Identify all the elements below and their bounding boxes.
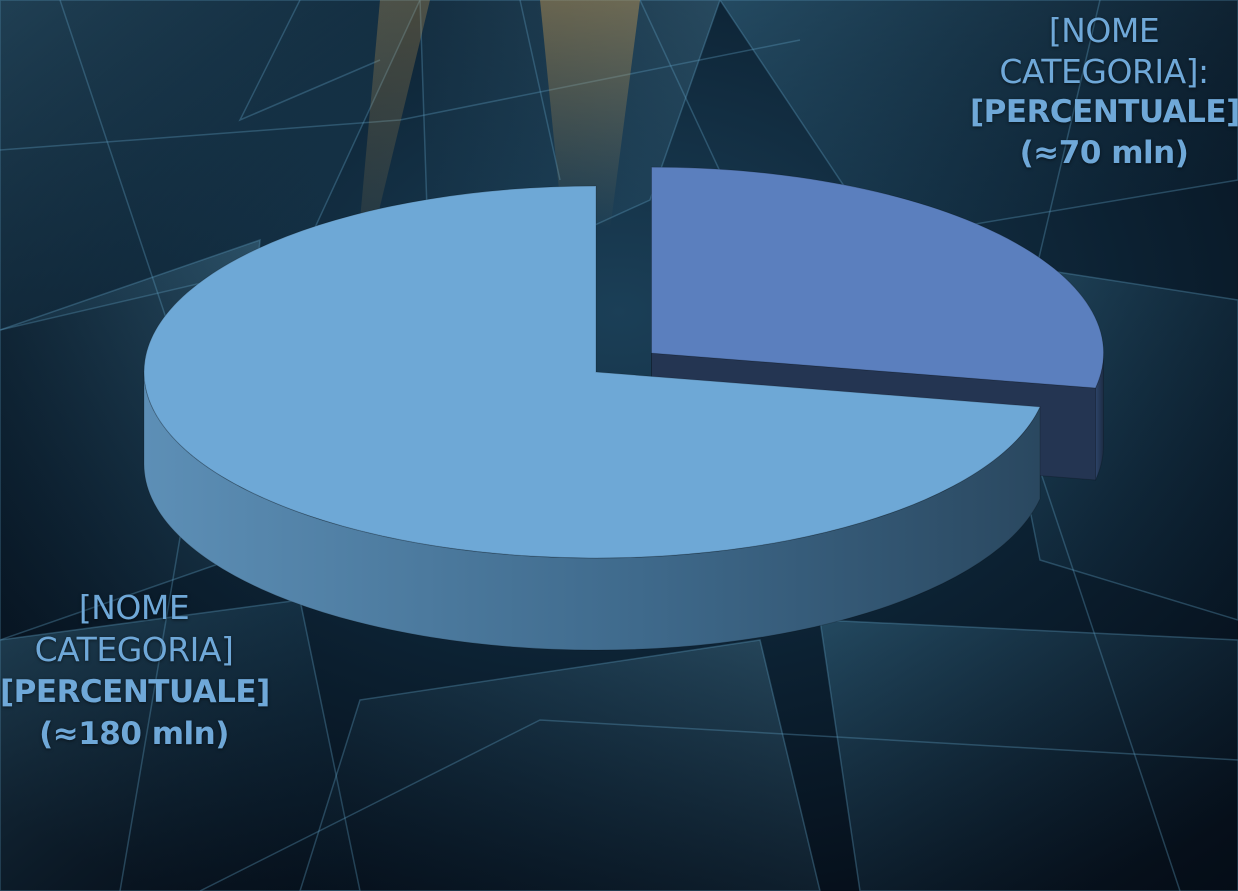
category-label: [NOME CATEGORIA]: (999, 11, 1209, 91)
data-label-small-slice: [NOME CATEGORIA]: [PERCENTUALE] (≈70 mln… (970, 10, 1238, 174)
value-label: [PERCENTUALE] (≈180 mln) (0, 674, 270, 752)
pie-slice-1 (143, 185, 1041, 559)
data-label-large-slice: [NOME CATEGORIA] [PERCENTUALE] (≈180 mln… (0, 587, 270, 755)
pie-slice-side-1-0 (143, 371, 1041, 651)
pie-slice-0 (651, 166, 1105, 389)
value-label: [PERCENTUALE] (≈70 mln) (970, 94, 1238, 171)
category-label: [NOME CATEGORIA] (34, 588, 234, 669)
